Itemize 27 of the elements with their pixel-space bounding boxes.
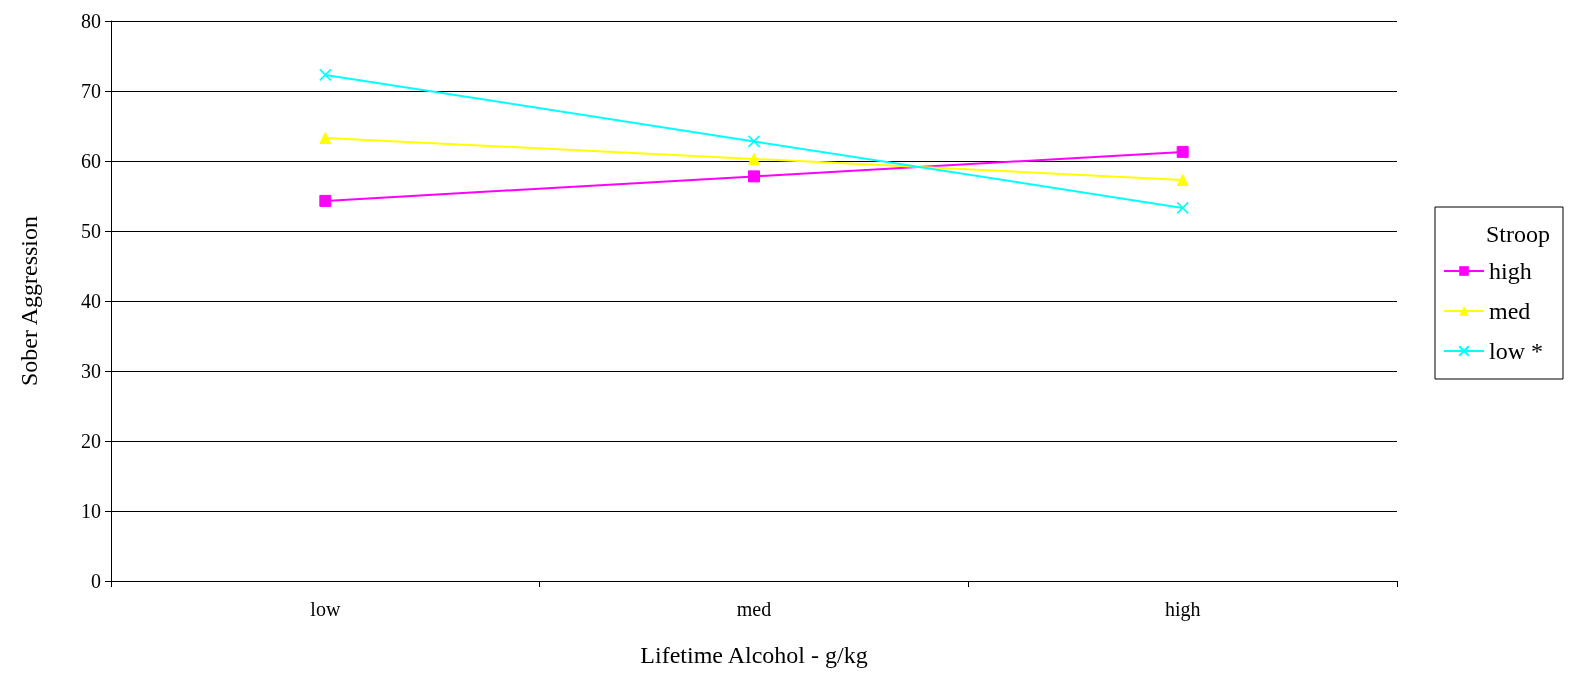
point <box>1176 173 1189 186</box>
point <box>319 68 332 82</box>
x-tick-label: high <box>1164 598 1201 621</box>
y-tick-label: 20 <box>81 430 101 452</box>
y-tick-label: 30 <box>81 360 101 382</box>
y-tick-label: 40 <box>81 290 101 312</box>
legend-title: Stroop <box>1485 221 1551 247</box>
point <box>319 194 332 207</box>
legend-label: low * <box>1489 338 1543 364</box>
y-tick-label: 0 <box>91 570 101 592</box>
legend-label: med <box>1489 298 1531 324</box>
y-tick-label: 50 <box>81 220 101 242</box>
y-axis-title: Sober Aggression <box>16 216 42 386</box>
y-tick-label: 10 <box>81 500 101 522</box>
y-tick-label: 80 <box>81 10 101 32</box>
y-tick-label: 60 <box>81 150 101 172</box>
point <box>748 152 760 165</box>
point <box>319 131 332 144</box>
point <box>748 170 760 183</box>
x-axis-title: Lifetime Alcohol - g/kg <box>640 642 868 668</box>
point <box>1176 145 1189 158</box>
x-tick-label: med <box>736 598 772 620</box>
point <box>747 135 761 148</box>
legend-label: high <box>1489 258 1532 284</box>
x-tick-label: low <box>310 598 341 620</box>
y-tick-label: 70 <box>81 80 101 102</box>
point <box>1176 201 1189 215</box>
